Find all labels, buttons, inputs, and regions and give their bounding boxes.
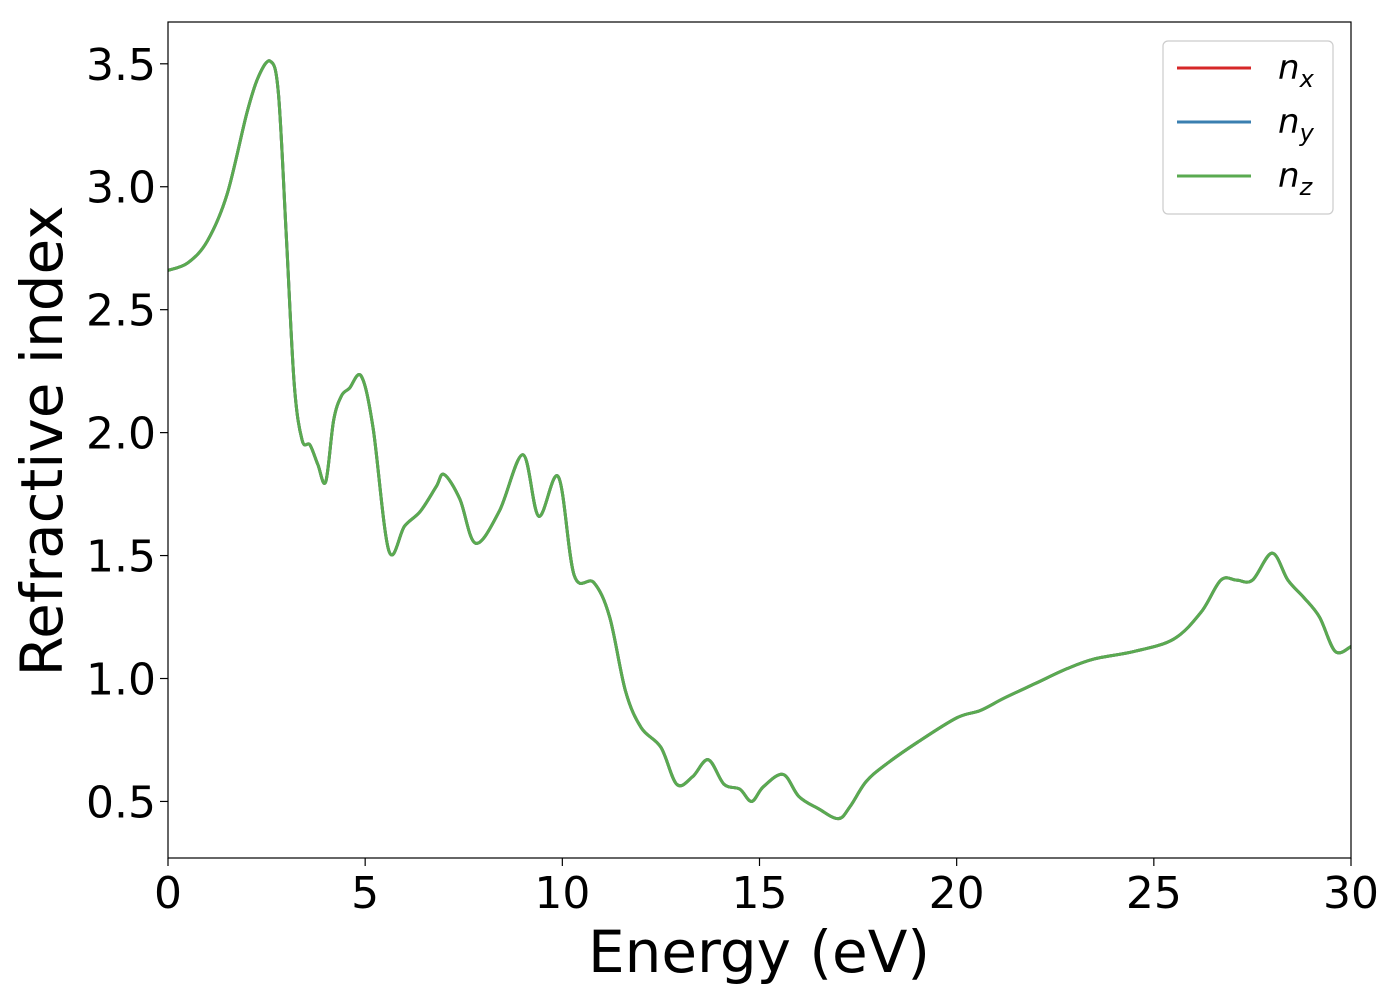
x-tick-label: 10 bbox=[534, 868, 590, 919]
legend-label-x: nx bbox=[1278, 48, 1315, 93]
y-axis-title: Refractive index bbox=[8, 205, 76, 676]
x-tick-label: 30 bbox=[1323, 868, 1379, 919]
axes-layer: 0 5 10 15 20 25 30 0.5 1.0 1.5 2.0 2.5 3.0 3.5 bbox=[86, 21, 1379, 919]
y-tick-label: 2.0 bbox=[86, 409, 156, 460]
series-layer bbox=[168, 59, 1351, 821]
y-tick-label: 3.0 bbox=[86, 163, 156, 214]
x-tick-label: 0 bbox=[154, 868, 182, 919]
legend-label-z: nz bbox=[1278, 156, 1314, 201]
x-tick-label: 5 bbox=[351, 868, 379, 919]
x-tick-label: 20 bbox=[929, 868, 985, 919]
x-axis-title: Energy (eV) bbox=[588, 918, 930, 986]
legend-box bbox=[1162, 40, 1334, 215]
y-tick-label: 1.0 bbox=[86, 655, 156, 706]
legend-label-y: ny bbox=[1278, 102, 1315, 147]
y-tick-label: 0.5 bbox=[86, 777, 156, 828]
y-tick-label: 1.5 bbox=[86, 532, 156, 583]
series-line-z bbox=[168, 59, 1351, 821]
x-tick-label: 15 bbox=[732, 868, 788, 919]
legend: nx ny nz bbox=[1162, 40, 1334, 215]
y-tick-label: 3.5 bbox=[86, 40, 156, 91]
y-tick-label: 2.5 bbox=[86, 286, 156, 337]
x-tick-label: 25 bbox=[1126, 868, 1182, 919]
